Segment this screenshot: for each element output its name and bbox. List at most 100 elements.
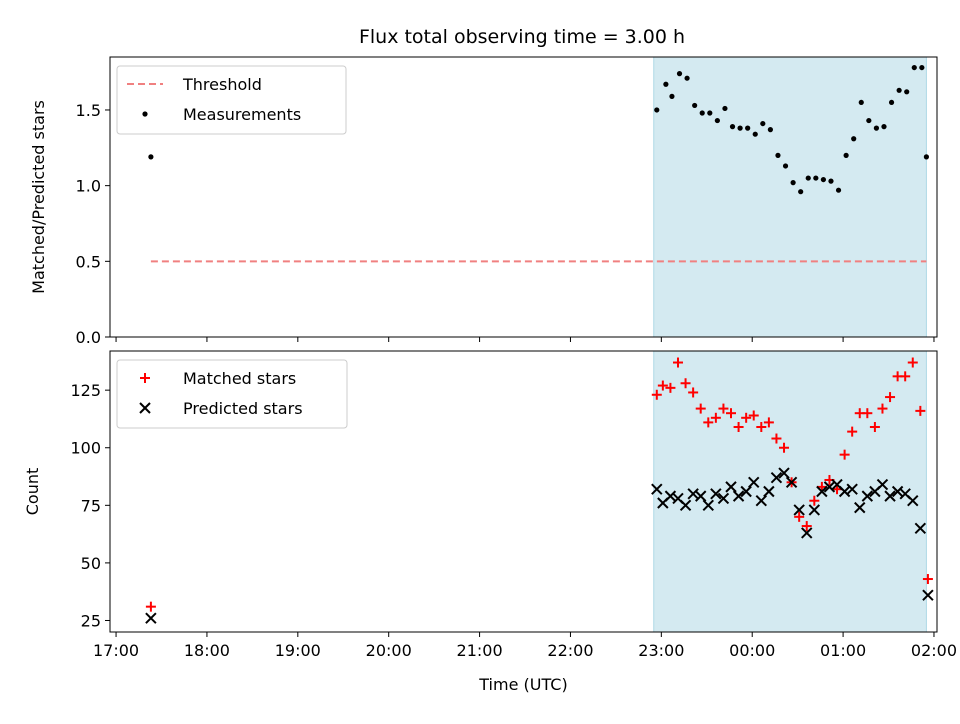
legend-measurement-swatch [142,111,148,117]
legend-label: Predicted stars [183,399,303,418]
predicted-star-point [725,481,737,493]
top-ylabel: Matched/Predicted stars [29,100,48,294]
matched-star-point [763,417,774,428]
bottom-legend-box [116,359,348,429]
top-ytick-label: 0.0 [76,328,101,347]
measurement-point [904,89,910,95]
matched-star-point [847,426,858,437]
matched-star-point [688,387,699,398]
xtick-label: 01:00 [820,641,866,660]
predicted-star-point [748,476,760,488]
bottom-ytick-label: 25 [81,611,101,630]
bottom-ytick-label: 100 [70,439,101,458]
measurement-point [684,75,690,81]
measurement-point [828,178,834,184]
measurement-point [752,131,758,137]
predicted-star-point [922,589,934,601]
matched-star-point [145,601,156,612]
bottom-ytick-label: 50 [81,554,101,573]
measurement-point [805,175,811,181]
measurement-point [813,175,819,181]
predicted-star-point [808,504,821,516]
measurement-point [707,110,713,116]
top-panel-ratio: 0.0 0.5 1.0 1.5 Matched/Predicted stars Thres… [29,56,938,347]
legend-label: Matched stars [183,369,296,388]
bottom-panel-counts: 25 50 75 100 125 17:00 18:00 19:00 20:00 21:00 22:… [23,350,957,694]
top-legend: Threshold Measurements [116,65,347,135]
matched-star-point [726,408,737,419]
matched-star-point [695,403,706,414]
legend-matched-swatch [140,373,150,383]
measurement-point [873,125,880,131]
measurement-point [888,99,895,106]
xtick-label: 02:00 [911,641,957,660]
xtick-label: 23:00 [638,641,684,660]
matched-star-point [718,403,729,414]
bottom-axes-frame [109,350,938,633]
top-observing-window [653,56,927,338]
matched-star-point [672,357,683,368]
matched-star-point [809,495,820,506]
xtick-label: 17:00 [93,641,139,660]
measurement-point [911,64,917,71]
top-ytick-label: 0.5 [76,252,101,271]
predicted-star-point [145,612,157,624]
xtick-label: 21:00 [457,641,503,660]
predicted-star-point [651,483,663,495]
measurement-point [896,87,902,93]
predicted-star-point [816,485,828,498]
measurement-point [858,99,864,106]
predicted-star-point [876,478,889,491]
predicted-star-point [778,467,790,479]
legend-label: Threshold [182,75,262,94]
measurement-point [782,163,789,169]
measurement-point [148,154,154,160]
predicted-star-point [793,504,805,516]
measurement-point [737,125,743,131]
predicted-star-point [846,483,858,495]
legend-label: Measurements [183,105,301,124]
matched-star-point [922,574,933,585]
matched-star-point [657,380,668,391]
predicted-star-point [914,522,927,535]
measurement-point [654,107,660,113]
bottom-legend: Matched stars Predicted stars [116,359,348,429]
top-legend-box [116,65,347,135]
measurement-point [851,136,857,142]
measurement-point [722,105,728,112]
matched-star-point [680,378,691,389]
matched-star-point [665,382,676,393]
matched-star-point [869,422,880,433]
matched-star-point [651,389,662,400]
predicted-star-point [740,485,752,498]
measurement-point [767,127,773,133]
matched-star-point [794,511,805,522]
matched-star-point [733,422,744,433]
bottom-ylabel: Count [23,468,42,516]
measurement-point [923,154,929,160]
measurement-point [790,180,796,186]
measurement-point [820,176,827,183]
measurement-point [699,110,705,116]
xtick-label: 18:00 [184,641,230,660]
top-ytick-label: 1.0 [76,177,101,196]
bottom-observing-window [653,350,927,633]
top-ytick-label: 1.5 [76,101,101,120]
xtick-label: 19:00 [275,641,321,660]
measurement-point [866,117,872,124]
measurement-point [692,102,698,109]
matched-star-point [915,405,926,416]
xtick-label: 00:00 [729,641,775,660]
measurement-point [835,187,842,193]
matched-star-point [900,371,911,382]
xtick-label: 20:00 [366,641,412,660]
measurement-point [760,120,766,127]
xtick-label: 22:00 [547,641,593,660]
measurement-point [775,152,781,158]
matched-star-point [885,392,896,403]
matched-star-point [756,422,767,433]
measurement-point [669,93,675,99]
matched-star-point [703,417,714,428]
measurement-point [881,124,887,130]
